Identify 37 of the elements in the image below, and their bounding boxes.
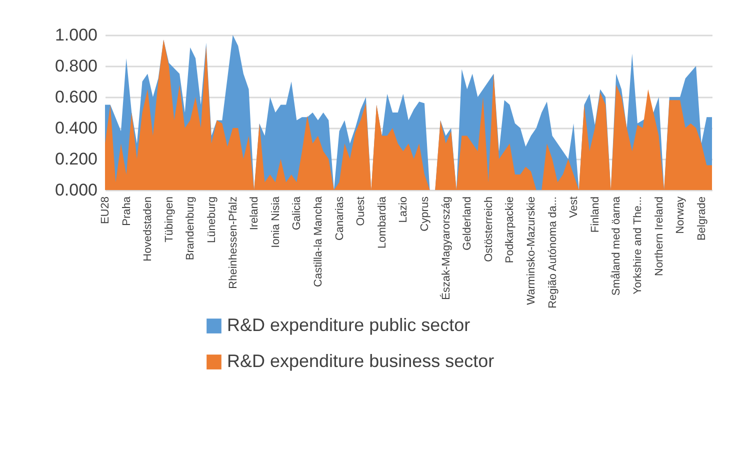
x-tick-label: Finland — [589, 196, 602, 233]
x-tick-label: Lazio — [398, 196, 410, 223]
x-tick-label: Ireland — [248, 196, 261, 230]
x-tick-label: Tübingen — [163, 196, 176, 242]
x-tick-label: Rheinhessen-Pfalz — [227, 196, 240, 289]
x-tick-label: Vest — [568, 196, 580, 218]
x-tick-label: Hovedstaden — [142, 196, 154, 262]
x-tick-label: Canarias — [334, 196, 346, 241]
x-tick-label: Galicia — [291, 196, 304, 230]
x-tick-label: Podkarpackie — [504, 196, 516, 264]
y-tick-label: 1.000 — [54, 26, 98, 44]
x-tick-label: Warminsko-Mazurskie — [525, 196, 538, 305]
x-tick-label: Cyprus — [418, 196, 431, 232]
x-tick-label: Gelderland — [462, 196, 474, 250]
legend-label: R&D expenditure business sector — [227, 351, 494, 371]
x-tick-label: Ouest — [355, 196, 368, 226]
x-tick-label: Praha — [120, 196, 133, 226]
x-tick-label: Brandenburg — [184, 196, 197, 260]
x-tick-label: Ostösterreich — [482, 196, 495, 262]
x-tick-label: EU28 — [100, 196, 112, 224]
y-tick-label: 0.400 — [54, 118, 98, 138]
x-tick-label: Castilla-la Mancha — [312, 196, 324, 287]
x-tick-label: Região Autónoma da... — [546, 196, 559, 308]
x-tick-label: Észak-Magyarország — [439, 196, 452, 300]
x-tick-label: Northern Ireland — [653, 196, 666, 276]
legend-label: R&D expenditure public sector — [227, 315, 470, 335]
y-tick-label: 0.600 — [54, 88, 98, 106]
x-tick-label: Norway — [674, 196, 687, 234]
x-tick-label: Småland med öarna — [610, 196, 623, 296]
y-tick-label: 0.800 — [54, 56, 98, 76]
x-tick-label: Belgrade — [696, 196, 708, 241]
x-tick-label: Ionia Nisia — [270, 196, 282, 248]
x-tick-label: Lombardia — [376, 196, 388, 248]
y-tick-label: 0.200 — [54, 150, 98, 168]
x-tick-label: Yorkshire and The... — [632, 196, 644, 294]
y-tick-label: 0.000 — [54, 180, 98, 200]
x-tick-label: Lüneburg — [206, 196, 218, 243]
